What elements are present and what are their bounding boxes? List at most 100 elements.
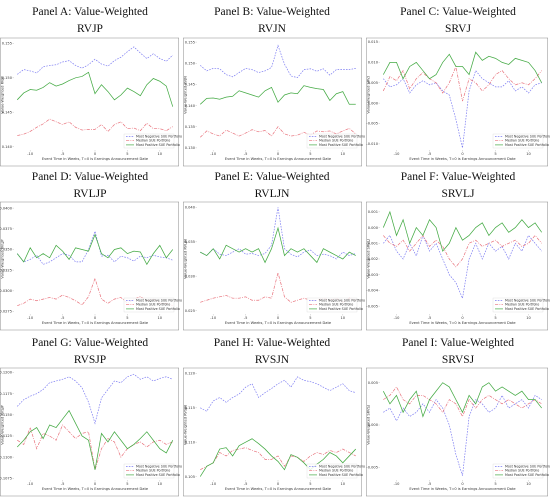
legend-label-positive: Most Positive SUE Portfolio — [319, 473, 363, 477]
panel-f-ylabel: Value-Weighted SRVLJ — [367, 239, 371, 278]
panel-b-subtitle: RVJN — [258, 23, 287, 35]
panel-f-xtick-label: 0 — [461, 316, 464, 320]
panel-a-xlabel: Event Time in Weeks, T=0 is Earnings Ann… — [42, 157, 149, 161]
panel-a-ylabel: Value-Weighted RVJP — [1, 76, 5, 114]
panel-i-series-positive — [382, 382, 542, 418]
panel-a-subtitle: RVJP — [77, 23, 103, 35]
panel-d-xlabel: Event Time in Weeks, T=0 is Earnings Ann… — [42, 321, 149, 325]
panel-d-ytick-label: 0.0275 — [0, 310, 12, 314]
panel-d-series-positive — [16, 233, 174, 266]
panel-c-title: Panel C: Value-Weighted — [400, 6, 516, 18]
panel-e-series-positive — [200, 226, 356, 264]
panel-a: Panel A: Value-Weighted RVJP 0.140 0.145 0.1… — [0, 6, 182, 167]
panel-a-ytick-label: 0.145 — [2, 110, 12, 114]
panel-h-series-negative — [200, 376, 356, 412]
panel-i-series-negative — [383, 394, 542, 476]
panel-h-xlabel: Event Time in Weeks, T=0 is Earnings Ann… — [225, 487, 332, 491]
legend-box — [306, 463, 358, 479]
panel-g-ylabel: Value-Weighted RVSJP — [1, 404, 5, 444]
panel-g-ytick-label: 0.1175 — [0, 392, 12, 396]
panel-i-title: Panel I: Value-Weighted — [402, 337, 514, 349]
panel-d-xtick-label: -10 — [27, 316, 34, 320]
legend-label-positive: Most Positive SUE Portfolio — [136, 473, 180, 477]
panel-i-xtick-label: -10 — [394, 482, 401, 486]
legend-box — [306, 297, 358, 313]
panel-c-xtick-label: 0 — [461, 152, 464, 156]
legend-label-negative: Most Negative SUE Portfolio — [505, 465, 550, 469]
panel-h-title: Panel H: Value-Weighted — [214, 337, 331, 349]
panel-g-ytick-label: 0.1200 — [0, 371, 13, 375]
panel-f-xtick-label: 5 — [494, 316, 496, 320]
legend-label-negative: Most Negative SUE Portfolio — [136, 299, 182, 303]
panel-c-subtitle: SRVJ — [445, 23, 471, 35]
panel-e-ytick-label: 0.035 — [185, 240, 195, 244]
panel-d-xtick-label: 0 — [94, 316, 97, 320]
panel-d-ytick-label: 0.0300 — [0, 289, 13, 293]
legend-label-negative: Most Negative SUE Portfolio — [319, 299, 365, 303]
legend-label-negative: Most Negative SUE Portfolio — [319, 465, 365, 469]
panel-f-ytick-label: -0.003 — [366, 273, 378, 277]
panel-b-ytick-label: 0.135 — [185, 125, 195, 129]
panel-f-xlabel: Event Time in Weeks, T=0 is Earnings Ann… — [409, 321, 516, 325]
panel-c-xlabel: Event Time in Weeks, T=0 is Earnings Ann… — [409, 157, 516, 161]
panel-h-xtick-label: 10 — [341, 482, 346, 486]
panel-h-ytick-label: 0.110 — [185, 440, 196, 444]
panel-b-xtick-label: 5 — [309, 152, 311, 156]
panel-b-ytick-label: 0.140 — [185, 104, 196, 108]
legend-label-median: Median SUE Portfolio — [505, 303, 539, 307]
panel-f-xtick-label: -5 — [428, 316, 432, 320]
legend-label-positive: Most Positive SUE Portfolio — [505, 307, 549, 311]
panel-g-ytick-label: 0.1100 — [0, 455, 13, 459]
panel-e: Panel E: Value-Weighted RVLJN 0.025 0.030 0.… — [183, 171, 365, 331]
panel-c-ytick-label: 0.015 — [368, 40, 378, 44]
panel-g-subtitle: RVSJP — [74, 354, 106, 366]
panel-c-series-median — [382, 65, 542, 102]
panel-a-xtick-label: -5 — [61, 152, 65, 156]
legend-label-median: Median SUE Portfolio — [319, 139, 353, 143]
legend-label-positive: Most Positive SUE Portfolio — [319, 143, 363, 147]
panel-i-ytick-label: -0.005 — [366, 466, 378, 470]
panel-e-xtick-label: 0 — [277, 316, 280, 320]
panel-g: Panel G: Value-Weighted RVSJP 0.1075 0.1100… — [0, 337, 182, 497]
panel-a-xtick-label: 5 — [126, 152, 128, 156]
legend-box — [492, 133, 544, 149]
panel-c-ylabel: Value-Weighted SRVJ — [367, 76, 371, 113]
panel-b-xtick-label: 0 — [277, 152, 280, 156]
panel-a-title: Panel A: Value-Weighted — [32, 6, 148, 18]
panel-f-series-positive — [382, 210, 543, 252]
panel-g-series-positive — [16, 409, 174, 470]
panel-d-series-negative — [16, 230, 173, 265]
panel-f-ytick-label: 0.000 — [368, 226, 379, 230]
panel-c-xtick-label: 5 — [494, 152, 496, 156]
panel-d-ytick-label: 0.0400 — [0, 206, 13, 210]
legend-label-median: Median SUE Portfolio — [505, 139, 539, 143]
panel-g-xtick-label: 10 — [158, 482, 163, 486]
panel-i-subtitle: SRVSJ — [442, 354, 475, 366]
panel-e-subtitle: RVLJN — [255, 188, 291, 200]
panel-d-ytick-label: 0.0375 — [0, 227, 12, 231]
panel-a-xtick-label: -10 — [27, 152, 34, 156]
panel-a-ytick-label: 0.150 — [2, 76, 13, 80]
panel-a-xtick-label: 0 — [94, 152, 97, 156]
legend-label-positive: Most Positive SUE Portfolio — [319, 307, 363, 311]
panel-e-xtick-label: 5 — [309, 316, 311, 320]
panel-d-xtick-label: -5 — [61, 316, 65, 320]
panel-e-ylabel: Value-Weighted RVLJN — [184, 239, 188, 279]
legend-box — [123, 297, 175, 313]
panel-a-series-negative — [17, 46, 174, 75]
panel-b-ylabel: Value-Weighted RVJN — [184, 76, 188, 114]
panel-c-ytick-label: -0.010 — [366, 142, 378, 146]
panel-i: Panel I: Value-Weighted SRVSJ -0.005 0.000 0… — [366, 337, 550, 497]
panel-b-series-positive — [199, 85, 356, 105]
panel-b-xtick-label: -5 — [244, 152, 248, 156]
panel-g-ytick-label: 0.1150 — [0, 413, 13, 417]
panel-i-xlabel: Event Time in Weeks, T=0 is Earnings Ann… — [409, 487, 516, 491]
panel-f-ytick-label: 0.001 — [368, 210, 378, 214]
panel-f-xtick-label: 10 — [526, 316, 531, 320]
